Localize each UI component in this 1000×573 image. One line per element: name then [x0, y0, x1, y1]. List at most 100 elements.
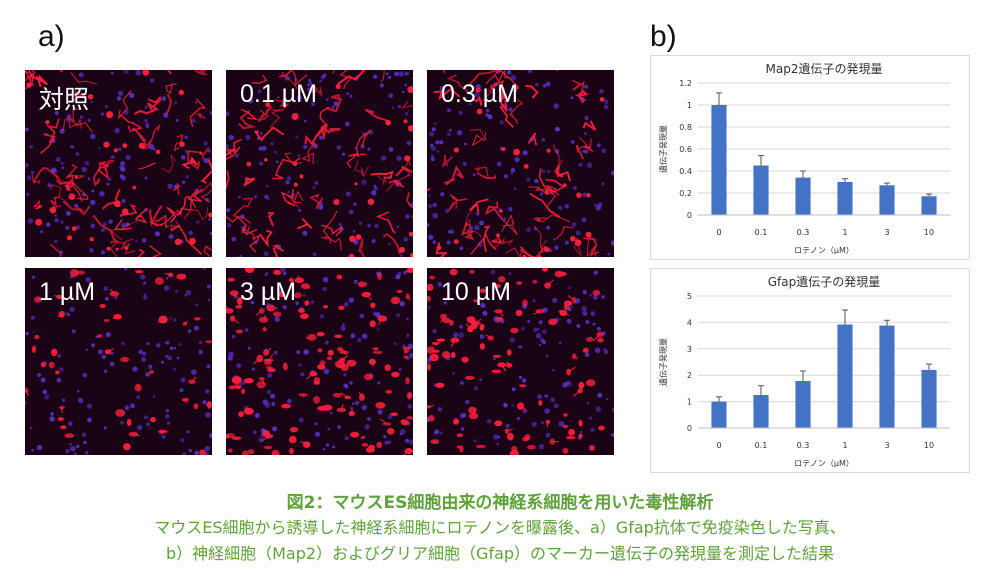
- nucleus: [227, 355, 233, 361]
- nucleus: [298, 417, 304, 423]
- neurite: [187, 188, 204, 203]
- nucleus: [453, 332, 459, 338]
- nucleus: [542, 84, 547, 88]
- nucleus: [582, 311, 588, 316]
- nucleus: [607, 252, 610, 256]
- cell-body: [289, 447, 294, 455]
- neurite: [464, 205, 482, 238]
- nucleus: [60, 220, 64, 224]
- neurite: [297, 275, 300, 281]
- neurite: [401, 101, 413, 109]
- neurite: [62, 116, 83, 131]
- nucleus: [553, 103, 559, 109]
- neurite: [484, 201, 504, 221]
- nucleus: [244, 328, 249, 332]
- cell-body: [258, 316, 269, 323]
- nucleus: [180, 154, 186, 160]
- cell-body: [517, 402, 525, 410]
- neurite: [231, 381, 240, 388]
- neurite: [165, 83, 177, 95]
- neurite: [184, 399, 187, 404]
- cell-body: [404, 155, 411, 162]
- neurite: [568, 366, 576, 373]
- neurite: [64, 180, 75, 191]
- nucleus: [571, 140, 575, 144]
- nucleus: [372, 311, 377, 316]
- neurite: [280, 188, 296, 207]
- nucleus: [81, 432, 87, 438]
- gfap-chart-svg: Gfap遺伝子の発現量 0 1 2 3 4 5 0 0.1 0.3 1 3 10 ロテノン（μM） 遺伝子発…: [650, 268, 970, 473]
- nucleus: [601, 148, 607, 153]
- neurite: [134, 207, 148, 224]
- y-tick-label: 5: [687, 292, 692, 301]
- cell-body: [527, 444, 536, 450]
- nucleus: [180, 438, 185, 443]
- cell-body: [242, 450, 249, 455]
- cell-body: [456, 433, 463, 438]
- cell-body: [468, 412, 479, 420]
- neurite: [309, 193, 324, 210]
- cell-body: [35, 218, 43, 226]
- cell-body: [113, 148, 118, 153]
- neurite: [340, 392, 348, 398]
- nucleus: [231, 236, 237, 242]
- nucleus: [322, 73, 327, 78]
- nucleus: [575, 230, 581, 236]
- nucleus: [272, 426, 278, 432]
- nucleus: [374, 223, 379, 229]
- nucleus: [85, 450, 89, 455]
- cell-body: [402, 346, 412, 350]
- nucleus: [502, 217, 507, 222]
- cell-body: [543, 247, 549, 252]
- cell-body: [468, 324, 477, 330]
- cell-body: [299, 174, 304, 179]
- nucleus: [65, 449, 70, 453]
- nucleus: [584, 352, 590, 357]
- cell-body: [174, 238, 182, 246]
- nucleus: [358, 221, 363, 225]
- neurite: [278, 70, 309, 78]
- nucleus: [302, 293, 306, 297]
- x-tick-label: 0.1: [755, 441, 768, 450]
- cell-body: [428, 415, 435, 422]
- nucleus: [226, 111, 230, 116]
- neurite: [567, 295, 575, 301]
- neurite: [306, 373, 314, 380]
- nucleus: [226, 143, 230, 149]
- neurite: [501, 219, 518, 236]
- cell-body: [294, 277, 304, 284]
- neurite: [133, 102, 159, 116]
- cell-body: [247, 449, 255, 455]
- cell-body: [307, 333, 317, 341]
- nucleus: [403, 237, 409, 242]
- nucleus: [236, 363, 242, 369]
- nucleus: [475, 211, 480, 216]
- cell-body: [522, 299, 528, 307]
- nucleus: [479, 334, 485, 339]
- micrograph-control: 対照: [25, 70, 212, 257]
- nucleus: [135, 70, 141, 76]
- nucleus: [83, 440, 87, 445]
- nucleus: [76, 444, 80, 449]
- cell-body: [55, 370, 60, 375]
- nucleus: [508, 272, 512, 275]
- nucleus: [430, 154, 434, 158]
- bar: [711, 105, 727, 215]
- cell-body: [106, 246, 111, 251]
- cell-body: [431, 341, 440, 346]
- nucleus: [87, 417, 92, 423]
- nucleus: [231, 335, 236, 339]
- nucleus: [437, 282, 443, 287]
- neurite: [407, 296, 411, 301]
- cell-body: [496, 233, 500, 238]
- cell-body: [97, 333, 103, 338]
- cell-body: [429, 275, 436, 280]
- nucleus: [550, 397, 555, 403]
- nucleus: [165, 414, 170, 419]
- cell-body: [350, 431, 360, 438]
- neurite: [322, 210, 338, 244]
- cell-body: [453, 418, 459, 425]
- nucleus: [518, 345, 523, 349]
- cell-body: [391, 371, 400, 378]
- nucleus: [388, 93, 394, 98]
